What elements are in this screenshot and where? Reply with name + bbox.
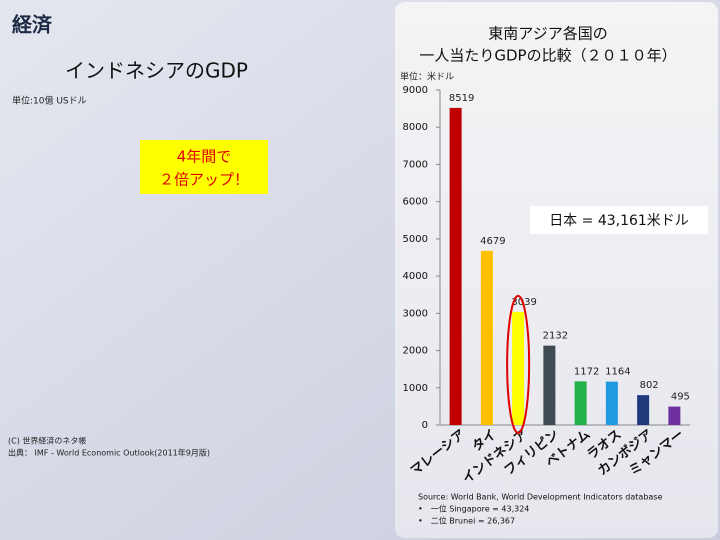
- annotation: 日本 = 43,161米ドル: [549, 213, 689, 229]
- credit: 出典： IMF - World Economic Outlook(2011年9月…: [8, 448, 210, 458]
- callout-box: [140, 140, 268, 194]
- y-tick-label: 3000: [403, 308, 428, 319]
- bar: [605, 381, 618, 425]
- y-tick-label: 6000: [403, 197, 428, 208]
- bar: [543, 345, 556, 425]
- y-tick-label: 2000: [403, 346, 428, 357]
- data-label: 2132: [543, 331, 568, 342]
- y-tick-label: 4000: [403, 271, 428, 282]
- y-tick-label: 5000: [403, 234, 428, 245]
- bar: [637, 395, 650, 425]
- data-label: 1172: [574, 366, 599, 377]
- data-label: 802: [640, 380, 659, 391]
- y-tick-label: 0: [422, 420, 428, 431]
- bar: [574, 381, 587, 425]
- source: • 二位 Brunei = 26,367: [418, 516, 515, 526]
- y-tick-label: 1000: [403, 383, 428, 394]
- callout: 4年間で: [177, 148, 232, 166]
- y-label: 単位：米ドル: [400, 71, 454, 83]
- chart-title: 一人当たりGDPの比較（２０１０年）: [419, 47, 676, 65]
- slide-title: インドネシアのGDP: [65, 59, 248, 83]
- data-label: 4679: [480, 236, 505, 247]
- y-tick-label: 9000: [403, 85, 428, 96]
- data-label: 1164: [605, 367, 630, 378]
- annotation-box: [530, 206, 708, 234]
- bar: [480, 250, 493, 425]
- source: • 一位 Singapore = 43,324: [418, 504, 529, 514]
- bar: [449, 107, 462, 425]
- callout: ２倍アップ！: [159, 171, 249, 189]
- data-label: 8519: [449, 93, 474, 104]
- unit: 単位:10億 USドル: [12, 95, 87, 107]
- y-tick-label: 8000: [403, 122, 428, 133]
- data-label: 3039: [511, 297, 536, 308]
- highlight-circle: [506, 294, 531, 434]
- bar: [668, 406, 681, 425]
- chart-title: 東南アジア各国の: [488, 25, 607, 43]
- data-label: 495: [671, 392, 690, 403]
- y-tick-label: 7000: [403, 159, 428, 170]
- bar: [512, 311, 525, 425]
- heading: 経済: [12, 13, 53, 37]
- source: Source: World Bank, World Development In…: [418, 493, 662, 502]
- credit: (C) 世界経済のネタ帳: [8, 436, 86, 446]
